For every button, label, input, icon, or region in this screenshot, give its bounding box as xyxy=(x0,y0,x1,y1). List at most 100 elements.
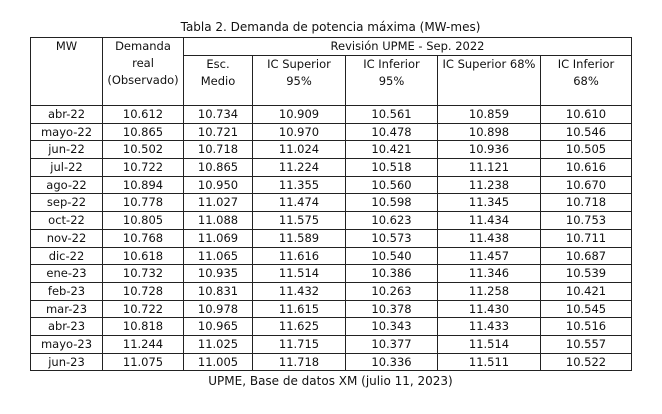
table-cell: 11.432 xyxy=(252,281,346,301)
row-label: nov-22 xyxy=(30,228,103,248)
table-cell: 10.935 xyxy=(183,264,253,283)
table-cell: 11.715 xyxy=(252,334,346,354)
table-cell: 10.545 xyxy=(539,299,633,319)
table-cell: 10.502 xyxy=(102,140,184,160)
table-row: mayo-23 11.244 11.025 11.715 10.377 11.514 10.… xyxy=(30,334,633,354)
table-cell: 10.718 xyxy=(539,193,633,213)
table-cell: 10.865 xyxy=(102,122,184,142)
table-row: ago-22 10.894 10.950 11.355 10.560 11.238 10.6… xyxy=(30,175,633,195)
table-cell: 10.805 xyxy=(102,211,184,230)
row-label: dic-22 xyxy=(30,246,103,266)
table-cell: 11.433 xyxy=(437,317,541,336)
row-label: mar-23 xyxy=(30,299,103,319)
table-cell: 10.950 xyxy=(183,175,253,195)
table-cell: 10.573 xyxy=(345,228,438,248)
table-cell: 10.965 xyxy=(183,317,253,336)
table-cell: 11.625 xyxy=(252,317,346,336)
header-cell: MW xyxy=(30,37,103,106)
table-cell: 10.909 xyxy=(252,105,346,124)
table-row: abr-23 10.818 10.965 11.625 10.343 11.433 10.5… xyxy=(30,317,633,336)
table-cell: 10.263 xyxy=(345,281,438,301)
table-cell: 10.421 xyxy=(345,140,438,160)
table-cell: 11.616 xyxy=(252,246,346,266)
table-cell: 11.258 xyxy=(437,281,541,301)
table-cell: 10.421 xyxy=(539,281,633,301)
table-row: nov-22 10.768 11.069 11.589 10.573 11.438 10.7… xyxy=(30,228,633,248)
table-row: feb-23 10.728 10.831 11.432 10.263 11.258 10.4… xyxy=(30,281,633,301)
header-cell: IC Superior 68% xyxy=(437,55,541,106)
header-cell: Esc. Medio xyxy=(183,55,253,106)
table-cell: 10.540 xyxy=(345,246,438,266)
table-cell: 10.859 xyxy=(437,105,541,124)
table-cell: 11.069 xyxy=(183,228,253,248)
table-cell: 10.768 xyxy=(102,228,184,248)
table-row: jun-22 10.502 10.718 11.024 10.421 10.936 10.5… xyxy=(30,140,633,160)
table-cell: 10.718 xyxy=(183,140,253,160)
row-label: jun-22 xyxy=(30,140,103,160)
table-cell: 10.336 xyxy=(345,352,438,372)
row-label: ene-23 xyxy=(30,264,103,283)
table-cell: 11.024 xyxy=(252,140,346,160)
table-cell: 10.778 xyxy=(102,193,184,213)
table-cell: 10.516 xyxy=(539,317,633,336)
table-cell: 10.818 xyxy=(102,317,184,336)
table-cell: 10.978 xyxy=(183,299,253,319)
table-cell: 10.687 xyxy=(539,246,633,266)
table-cell: 10.831 xyxy=(183,281,253,301)
table-cell: 11.430 xyxy=(437,299,541,319)
table-row: sep-22 10.778 11.027 11.474 10.598 11.345 10.7… xyxy=(30,193,633,213)
table-cell: 10.343 xyxy=(345,317,438,336)
table-cell: 10.378 xyxy=(345,299,438,319)
table-cell: 11.065 xyxy=(183,246,253,266)
header-cell: IC Inferior 95% xyxy=(345,55,438,106)
table-cell: 10.970 xyxy=(252,122,346,142)
table-cell: 11.345 xyxy=(437,193,541,213)
table-cell: 11.589 xyxy=(252,228,346,248)
table-cell: 10.721 xyxy=(183,122,253,142)
row-label: ago-22 xyxy=(30,175,103,195)
table-cell: 11.355 xyxy=(252,175,346,195)
table-cell: 10.728 xyxy=(102,281,184,301)
row-label: mayo-22 xyxy=(30,122,103,142)
table-cell: 10.894 xyxy=(102,175,184,195)
table-cell: 11.511 xyxy=(437,352,541,372)
row-label: abr-22 xyxy=(30,105,103,124)
table-cell: 11.514 xyxy=(252,264,346,283)
table-cell: 11.244 xyxy=(102,334,184,354)
table-cell: 10.618 xyxy=(102,246,184,266)
table-cell: 11.514 xyxy=(437,334,541,354)
table-cell: 10.753 xyxy=(539,211,633,230)
table-cell: 11.005 xyxy=(183,352,253,372)
table-row: mar-23 10.722 10.978 11.615 10.378 11.430 10.5… xyxy=(30,299,633,319)
table-figure: Tabla 2. Demanda de potencia máxima (MW-… xyxy=(30,18,633,389)
data-table: MW Demanda real (Observado) Revisión UPM… xyxy=(30,37,633,372)
table-cell: 10.539 xyxy=(539,264,633,283)
table-cell: 11.434 xyxy=(437,211,541,230)
table-source: UPME, Base de datos XM (julio 11, 2023) xyxy=(208,374,453,389)
table-row: dic-22 10.618 11.065 11.616 10.540 11.457 10.6… xyxy=(30,246,633,266)
table-cell: 10.623 xyxy=(345,211,438,230)
table-cell: 11.121 xyxy=(437,158,541,177)
table-cell: 10.722 xyxy=(102,158,184,177)
header-cell: Demanda real (Observado) xyxy=(102,37,184,106)
table-cell: 10.377 xyxy=(345,334,438,354)
row-label: mayo-23 xyxy=(30,334,103,354)
table-row: ene-23 10.732 10.935 11.514 10.386 11.346 10.5… xyxy=(30,264,633,283)
table-cell: 10.711 xyxy=(539,228,633,248)
table-cell: 10.610 xyxy=(539,105,633,124)
table-cell: 10.518 xyxy=(345,158,438,177)
table-cell: 10.561 xyxy=(345,105,438,124)
table-row: jul-22 10.722 10.865 11.224 10.518 11.121 10.6… xyxy=(30,158,633,177)
row-label: feb-23 xyxy=(30,281,103,301)
table-cell: 11.238 xyxy=(437,175,541,195)
table-cell: 11.346 xyxy=(437,264,541,283)
row-label: oct-22 xyxy=(30,211,103,230)
header-group: Revisión UPME - Sep. 2022 xyxy=(182,37,633,56)
header-cell: IC Inferior 68% xyxy=(539,55,633,106)
table-cell: 10.734 xyxy=(183,105,253,124)
table-cell: 10.670 xyxy=(539,175,633,195)
table-cell: 10.557 xyxy=(539,334,633,354)
row-label: jul-22 xyxy=(30,158,103,177)
table-cell: 10.478 xyxy=(345,122,438,142)
